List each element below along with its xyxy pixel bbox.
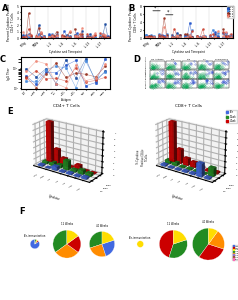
Text: A: A — [2, 4, 8, 13]
Text: 40-Boost: 40-Boost — [146, 79, 147, 88]
Y-axis label: Percent Cytokine Positive
CD8+ T Cells: Percent Cytokine Positive CD8+ T Cells — [129, 3, 138, 41]
Y-axis label: Percent Cytokine Positive
CD4+ T Cells: Percent Cytokine Positive CD4+ T Cells — [7, 3, 15, 41]
Title: CD8+ T Cells: CD8+ T Cells — [175, 104, 202, 108]
Text: Pre-immunization: Pre-immunization — [146, 56, 147, 74]
Text: *: * — [154, 6, 157, 10]
Text: 12-Boost: 12-Boost — [146, 70, 147, 79]
Legend: Pt 1, Pt 2, Pt 3, Pt 4, Pt 5, Pt 6: Pt 1, Pt 2, Pt 3, Pt 4, Pt 5, Pt 6 — [227, 6, 234, 17]
Text: C: C — [0, 55, 5, 64]
Text: *: * — [167, 10, 169, 15]
Text: Tec: Tec — [203, 59, 207, 60]
Title: CD4+ T Cells: CD4+ T Cells — [53, 104, 79, 108]
Text: F: F — [19, 208, 25, 217]
Legend: Pre, 12wk, 40wk: Pre, 12wk, 40wk — [226, 110, 238, 123]
Text: D: D — [134, 55, 141, 64]
Text: PAp: PAp — [171, 59, 175, 60]
X-axis label: Cytokine: Cytokine — [48, 194, 60, 201]
X-axis label: Antigen: Antigen — [60, 98, 71, 102]
Text: No Antigen: No Antigen — [151, 59, 163, 60]
Text: PAP: PAP — [187, 59, 191, 60]
X-axis label: Cytokine and Timepoint: Cytokine and Timepoint — [172, 50, 205, 54]
X-axis label: Cytokine: Cytokine — [171, 194, 183, 201]
Legend: IFNg, TNFa, IL-2, IL-4, IL-6, IL-13, IL-17, Polyfunctional: IFNg, TNFa, IL-2, IL-4, IL-6, IL-13, IL-… — [232, 245, 238, 260]
X-axis label: Cytokine and Timepoint: Cytokine and Timepoint — [50, 50, 82, 54]
Text: B: B — [128, 4, 135, 13]
Text: E: E — [8, 107, 13, 116]
Y-axis label: IgG Titer: IgG Titer — [7, 67, 11, 80]
Text: p-CD3/CD28: p-CD3/CD28 — [214, 58, 228, 60]
